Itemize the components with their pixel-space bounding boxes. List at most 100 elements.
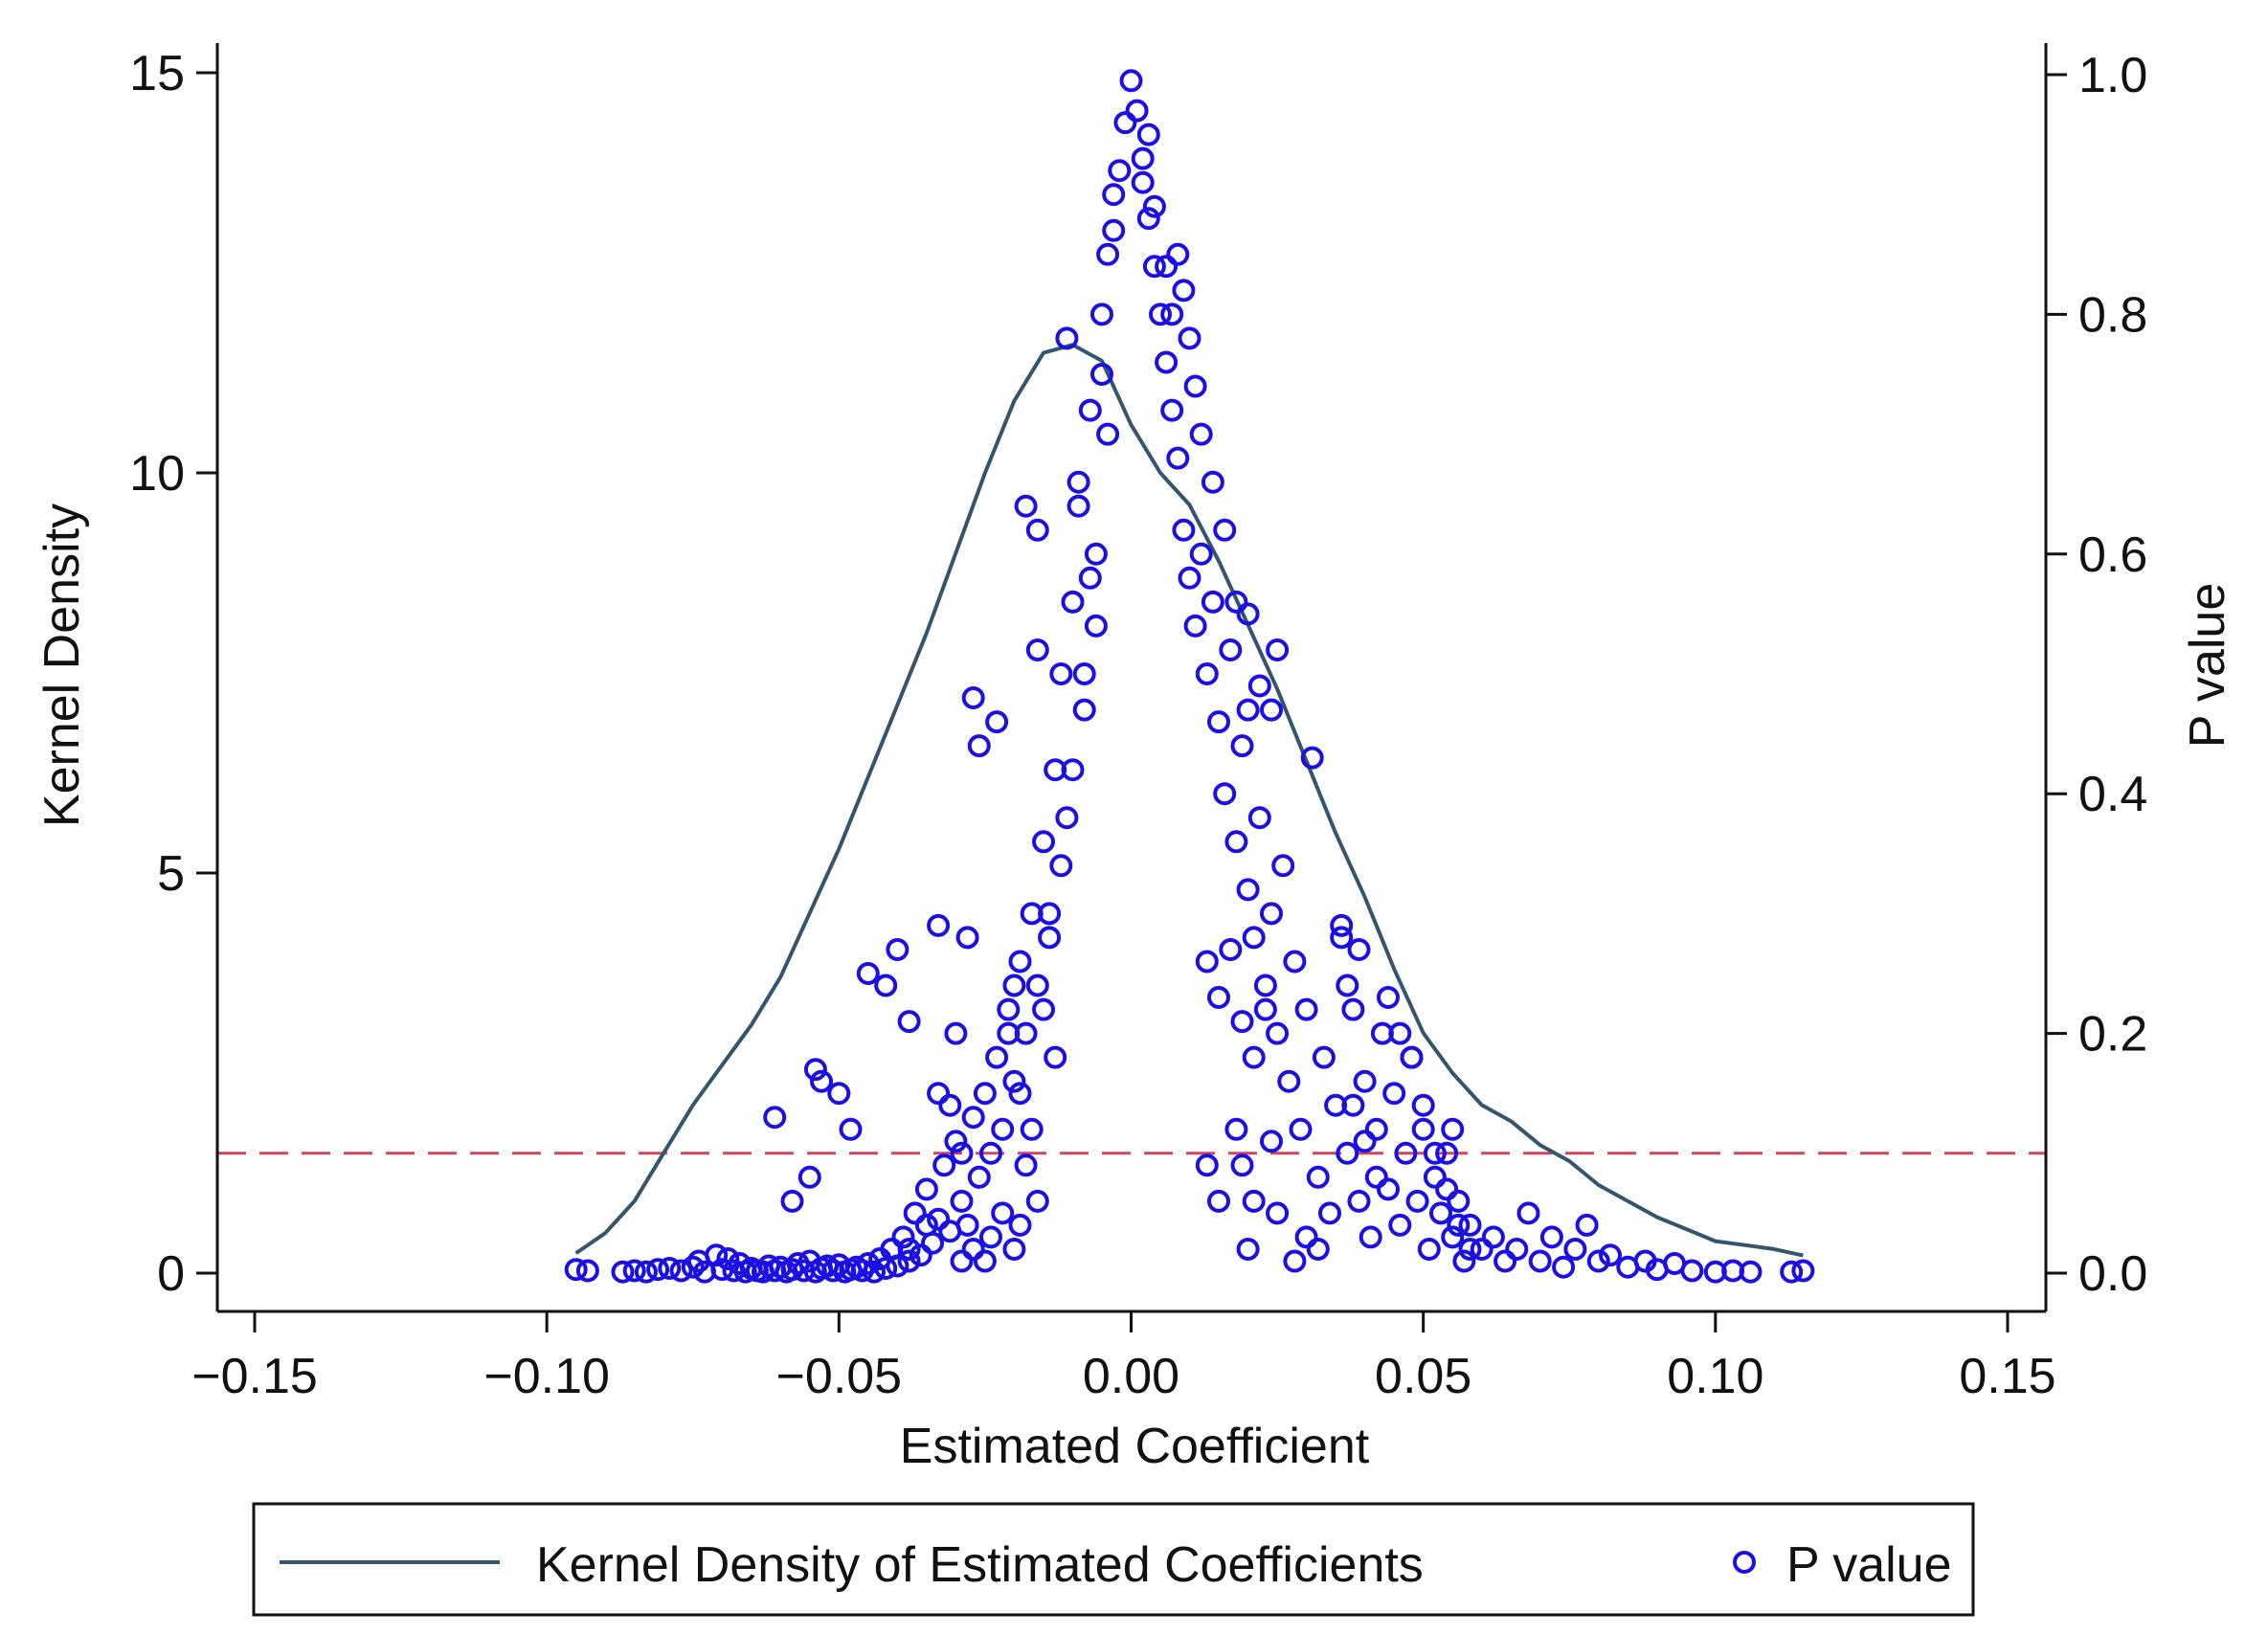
pvalue-point <box>1049 662 1073 685</box>
pvalue-point <box>1002 974 1026 997</box>
pvalue-point <box>839 1117 863 1141</box>
pvalue-point <box>1435 1177 1459 1201</box>
density-series <box>574 343 1804 1258</box>
pvalue-point <box>1166 242 1190 266</box>
pvalue-point <box>1090 302 1113 326</box>
pvalue-point <box>1142 255 1166 279</box>
y-right-tick-label: 0.2 <box>2078 1007 2147 1063</box>
pvalue-point <box>1061 758 1085 782</box>
pvalue-point <box>985 710 1009 734</box>
pvalue-point <box>1044 1045 1067 1069</box>
pvalue-point <box>914 1177 938 1201</box>
y-right-tick-label: 0.6 <box>2078 527 2147 583</box>
pvalue-point <box>1563 1238 1587 1261</box>
pvalue-point <box>1224 830 1248 854</box>
pvalue-point <box>1247 806 1271 830</box>
pvalue-point <box>897 1010 921 1034</box>
y-left-tick-label: 0 <box>157 1246 185 1302</box>
pvalue-point <box>1090 363 1113 386</box>
pvalue-point <box>1493 1249 1517 1273</box>
pvalue-point <box>1359 1225 1382 1249</box>
pvalue-point <box>1072 662 1096 685</box>
pvalue-point <box>1025 1189 1049 1213</box>
pvalue-point <box>1219 638 1243 661</box>
pvalue-point <box>1575 1213 1599 1237</box>
pvalue-point <box>658 1257 682 1280</box>
pvalue-point <box>1242 926 1266 950</box>
pvalue-point <box>803 1058 827 1082</box>
pvalue-point <box>979 1225 1002 1249</box>
x-tick-label: 0.10 <box>1667 1349 1763 1404</box>
pvalue-point <box>1470 1238 1493 1261</box>
pvalue-point <box>997 1021 1021 1045</box>
y-left-tick-label: 15 <box>129 46 185 101</box>
pvalue-point <box>961 686 985 709</box>
pvalue-point <box>1516 1201 1540 1225</box>
x-tick-label: 0.00 <box>1083 1349 1179 1404</box>
pvalue-point <box>1084 614 1108 638</box>
pvalue-point <box>1008 1082 1032 1106</box>
pvalue-point <box>967 734 991 758</box>
pvalue-point <box>705 1243 729 1267</box>
pvalue-point <box>716 1247 740 1270</box>
pvalue-point <box>1155 255 1179 279</box>
pvalue-point <box>927 1207 951 1231</box>
pvalue-point <box>1377 1177 1400 1201</box>
pvalue-point <box>1072 698 1096 722</box>
pvalue-point <box>1266 1021 1290 1045</box>
pvalue-point <box>997 997 1021 1021</box>
pvalue-point <box>1539 1225 1563 1249</box>
pvalue-point <box>1049 854 1073 878</box>
pvalue-point <box>950 1141 974 1165</box>
pvalue-point <box>1441 1117 1465 1141</box>
pvalue-point <box>1149 302 1172 326</box>
pvalue-point <box>1038 926 1062 950</box>
pvalue-point <box>1780 1260 1804 1284</box>
pvalue-point <box>955 1213 979 1237</box>
pvalue-point <box>1230 734 1254 758</box>
pvalue-point <box>669 1259 693 1283</box>
pvalue-point <box>1458 1238 1482 1261</box>
pvalue-point <box>944 1021 968 1045</box>
y-right-tick-label: 0.4 <box>2078 767 2147 822</box>
pvalue-point <box>1528 1249 1552 1273</box>
x-tick-label: 0.15 <box>1959 1349 2055 1404</box>
pvalue-point <box>985 1045 1009 1069</box>
pvalue-point <box>1411 1093 1435 1117</box>
pvalue-point <box>1400 1045 1424 1069</box>
pvalue-point <box>863 1260 886 1284</box>
pvalue-point <box>1441 1225 1465 1249</box>
pvalue-point <box>1061 590 1085 614</box>
x-axis-title: Estimated Coefficient <box>900 1419 1370 1474</box>
pvalue-point <box>1078 398 1102 422</box>
pvalue-point <box>938 1093 962 1117</box>
pvalue-point <box>1341 997 1365 1021</box>
pvalue-point <box>1131 170 1155 194</box>
legend-box <box>252 1502 1975 1617</box>
x-tick-label: −0.15 <box>191 1349 318 1404</box>
pvalue-point <box>1008 950 1032 974</box>
y-right-tick-label: 0.8 <box>2078 287 2147 343</box>
pvalue-point <box>1364 1117 1388 1141</box>
pvalue-point <box>1242 1045 1266 1069</box>
pvalue-point <box>1481 1225 1505 1249</box>
pvalue-point <box>1183 614 1207 638</box>
pvalue-point <box>1452 1249 1476 1273</box>
pvalue-point <box>1096 422 1120 446</box>
pvalue-point <box>1014 1153 1038 1177</box>
pvalue-point <box>1189 542 1213 566</box>
pvalue-point <box>1172 279 1196 302</box>
pvalue-point <box>991 1117 1015 1141</box>
pvalue-point <box>961 1238 985 1261</box>
pvalue-point <box>1201 470 1224 494</box>
pvalue-point <box>1411 1117 1435 1141</box>
pvalue-point <box>1318 1201 1341 1225</box>
pvalue-point <box>1201 590 1224 614</box>
pvalue-point <box>1207 986 1230 1009</box>
x-tick-label: −0.05 <box>776 1349 903 1404</box>
pvalue-point <box>944 1130 968 1153</box>
pvalue-point <box>979 1141 1002 1165</box>
pvalue-point <box>1429 1201 1452 1225</box>
pvalue-point <box>1166 446 1190 470</box>
